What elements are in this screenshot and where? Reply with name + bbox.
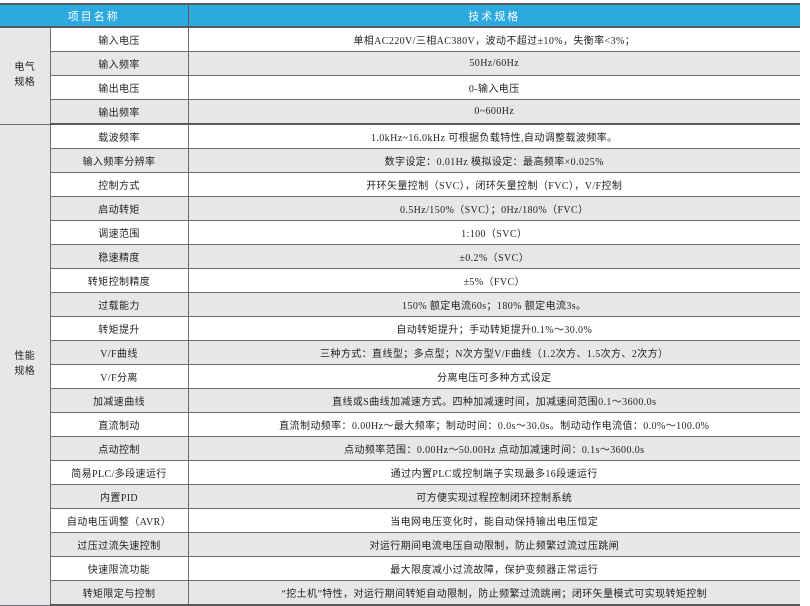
table-row: 控制方式 开环矢量控制（SVC），闭环矢量控制（FVC），V/F控制 bbox=[0, 172, 800, 197]
row-spec-value: ±0.2%（SVC） bbox=[188, 244, 800, 269]
table-row: 直流制动 直流制动频率：0.00Hz～最大频率；制动时间：0.0s～30.0s。制… bbox=[0, 412, 800, 437]
row-spec-value: 0-输入电压 bbox=[188, 75, 800, 100]
row-item-name: 加减速曲线 bbox=[50, 388, 189, 413]
row-item-name: 过压过流失速控制 bbox=[50, 532, 189, 557]
row-item-name: 自动电压调整（AVR） bbox=[50, 508, 189, 533]
row-spec-value: 对运行期间电流电压自动限制，防止频繁过流过压跳闸 bbox=[188, 532, 800, 557]
row-item-name: 输出频率 bbox=[50, 99, 189, 125]
row-item-name: 调速范围 bbox=[50, 220, 189, 245]
row-spec-value: 点动频率范围：0.00Hz～50.00Hz 点动加减速时间：0.1s～3600.… bbox=[188, 436, 800, 461]
row-spec-value: 数字设定：0.01Hz 模拟设定：最高频率×0.025% bbox=[188, 148, 800, 173]
table-row: 稳速精度 ±0.2%（SVC） bbox=[0, 244, 800, 269]
table-row: 输入频率分辨率 数字设定：0.01Hz 模拟设定：最高频率×0.025% bbox=[0, 148, 800, 173]
group-label-line: 电气 bbox=[14, 62, 36, 74]
table-row: 调速范围 1:100（SVC） bbox=[0, 220, 800, 245]
table-row: 输出频率 0~600Hz bbox=[0, 99, 800, 125]
table-row: 自动电压调整（AVR） 当电网电压变化时，能自动保持输出电压恒定 bbox=[0, 508, 800, 533]
table-row: 过压过流失速控制 对运行期间电流电压自动限制，防止频繁过流过压跳闸 bbox=[0, 532, 800, 557]
row-spec-value: 通过内置PLC或控制端子实现最多16段速运行 bbox=[188, 460, 800, 485]
table-row: 过载能力 150% 额定电流60s；180% 额定电流3s。 bbox=[0, 292, 800, 317]
table-row: 输入频率 50Hz/60Hz bbox=[0, 51, 800, 76]
row-spec-value: 50Hz/60Hz bbox=[188, 51, 800, 76]
header-technical-spec: 技术规格 bbox=[188, 3, 800, 28]
row-item-name: 稳速精度 bbox=[50, 244, 189, 269]
row-item-name: 输入电压 bbox=[50, 27, 189, 52]
row-spec-value: ±5%（FVC） bbox=[188, 268, 800, 293]
group-label-line: 性能 bbox=[14, 351, 36, 362]
row-spec-value: 1.0kHz~16.0kHz 可根据负载特性,自动调整载波频率。 bbox=[188, 124, 800, 149]
table-row: 快速限流功能 最大限度减小过流故障，保护变频器正常运行 bbox=[0, 556, 800, 581]
row-spec-value: 自动转矩提升；手动转矩提升0.1%～30.0% bbox=[188, 316, 800, 341]
row-spec-value: 0~600Hz bbox=[188, 99, 800, 125]
row-item-name: 点动控制 bbox=[50, 436, 189, 461]
group-label-2: 性能 规格 bbox=[0, 124, 51, 606]
table-row: 转矩控制精度 ±5%（FVC） bbox=[0, 268, 800, 293]
row-item-name: 过载能力 bbox=[50, 292, 189, 317]
row-item-name: 转矩提升 bbox=[50, 316, 189, 341]
row-spec-value: “挖土机”特性，对运行期间转矩自动限制，防止频繁过流跳闸；闭环矢量模式可实现转矩… bbox=[188, 580, 800, 606]
table-row: 简易PLC/多段速运行 通过内置PLC或控制端子实现最多16段速运行 bbox=[0, 460, 800, 485]
table-row: 内置PID 可方便实现过程控制闭环控制系统 bbox=[0, 484, 800, 509]
row-spec-value: 分离电压可多种方式设定 bbox=[188, 364, 800, 389]
row-spec-value: 可方便实现过程控制闭环控制系统 bbox=[188, 484, 800, 509]
row-spec-value: 单相AC220V/三相AC380V，波动不超过±10%，失衡率<3%； bbox=[188, 27, 800, 52]
table-row: 加减速曲线 直线或S曲线加减速方式。四种加减速时间，加减速间范围0.1～3600.… bbox=[0, 388, 800, 413]
row-item-name: 转矩限定与控制 bbox=[50, 580, 189, 606]
row-spec-value: 三种方式：直线型；多点型；N次方型V/F曲线（1.2次方、1.5次方、2次方） bbox=[188, 340, 800, 365]
row-item-name: 输出电压 bbox=[50, 75, 189, 100]
specification-table: 项目名称 技术规格 电气 规格 输入电压 单相AC220V/三相AC380V，波动不超… bbox=[0, 3, 800, 606]
table-row: 转矩提升 自动转矩提升；手动转矩提升0.1%～30.0% bbox=[0, 316, 800, 341]
table-row: 转矩限定与控制 “挖土机”特性，对运行期间转矩自动限制，防止频繁过流跳闸；闭环矢量… bbox=[0, 580, 800, 606]
row-item-name: 输入频率分辨率 bbox=[50, 148, 189, 173]
table-row: 性能 规格 载波频率 1.0kHz~16.0kHz 可根据负载特性,自动调整载波频率。 bbox=[0, 124, 800, 606]
row-item-name: 转矩控制精度 bbox=[50, 268, 189, 293]
table-row: V/F分离 分离电压可多种方式设定 bbox=[0, 364, 800, 389]
group-label-line: 规格 bbox=[14, 76, 36, 88]
table-row: 输出电压 0-输入电压 bbox=[0, 75, 800, 100]
row-item-name: 内置PID bbox=[50, 484, 189, 509]
row-item-name: 快速限流功能 bbox=[50, 556, 189, 581]
table-row: V/F曲线 三种方式：直线型；多点型；N次方型V/F曲线（1.2次方、1.5次方、… bbox=[0, 340, 800, 365]
table-body: 电气 规格 输入电压 单相AC220V/三相AC380V，波动不超过±10%，失衡率<… bbox=[0, 27, 800, 606]
group-label-1: 电气 规格 bbox=[0, 27, 51, 125]
row-item-name: V/F分离 bbox=[50, 364, 189, 389]
specification-table-container: 项目名称 技术规格 电气 规格 输入电压 单相AC220V/三相AC380V，波动不超… bbox=[0, 3, 810, 606]
table-row: 启动转矩 0.5Hz/150%（SVC）；0Hz/180%（FVC） bbox=[0, 196, 800, 221]
row-spec-value: 0.5Hz/150%（SVC）；0Hz/180%（FVC） bbox=[188, 196, 800, 221]
row-spec-value: 开环矢量控制（SVC），闭环矢量控制（FVC），V/F控制 bbox=[188, 172, 800, 197]
row-item-name: 启动转矩 bbox=[50, 196, 189, 221]
row-spec-value: 直流制动频率：0.00Hz～最大频率；制动时间：0.0s～30.0s。制动动作电… bbox=[188, 412, 800, 437]
table-header: 项目名称 技术规格 bbox=[0, 3, 800, 28]
table-row: 电气 规格 输入电压 单相AC220V/三相AC380V，波动不超过±10%，失衡率<… bbox=[0, 27, 800, 125]
row-item-name: 输入频率 bbox=[50, 51, 189, 76]
row-item-name: 直流制动 bbox=[50, 412, 189, 437]
row-spec-value: 直线或S曲线加减速方式。四种加减速时间，加减速间范围0.1～3600.0s bbox=[188, 388, 800, 413]
table-row: 点动控制 点动频率范围：0.00Hz～50.00Hz 点动加减速时间：0.1s～3… bbox=[0, 436, 800, 461]
header-item-name: 项目名称 bbox=[0, 3, 189, 28]
row-spec-value: 150% 额定电流60s；180% 额定电流3s。 bbox=[188, 292, 800, 317]
row-item-name: V/F曲线 bbox=[50, 340, 189, 365]
group-label-line: 规格 bbox=[14, 365, 36, 377]
row-item-name: 控制方式 bbox=[50, 172, 189, 197]
row-spec-value: 1:100（SVC） bbox=[188, 220, 800, 245]
row-item-name: 载波频率 bbox=[50, 124, 189, 149]
row-spec-value: 最大限度减小过流故障，保护变频器正常运行 bbox=[188, 556, 800, 581]
row-spec-value: 当电网电压变化时，能自动保持输出电压恒定 bbox=[188, 508, 800, 533]
header-row: 项目名称 技术规格 bbox=[0, 3, 800, 28]
row-item-name: 简易PLC/多段速运行 bbox=[50, 460, 189, 485]
